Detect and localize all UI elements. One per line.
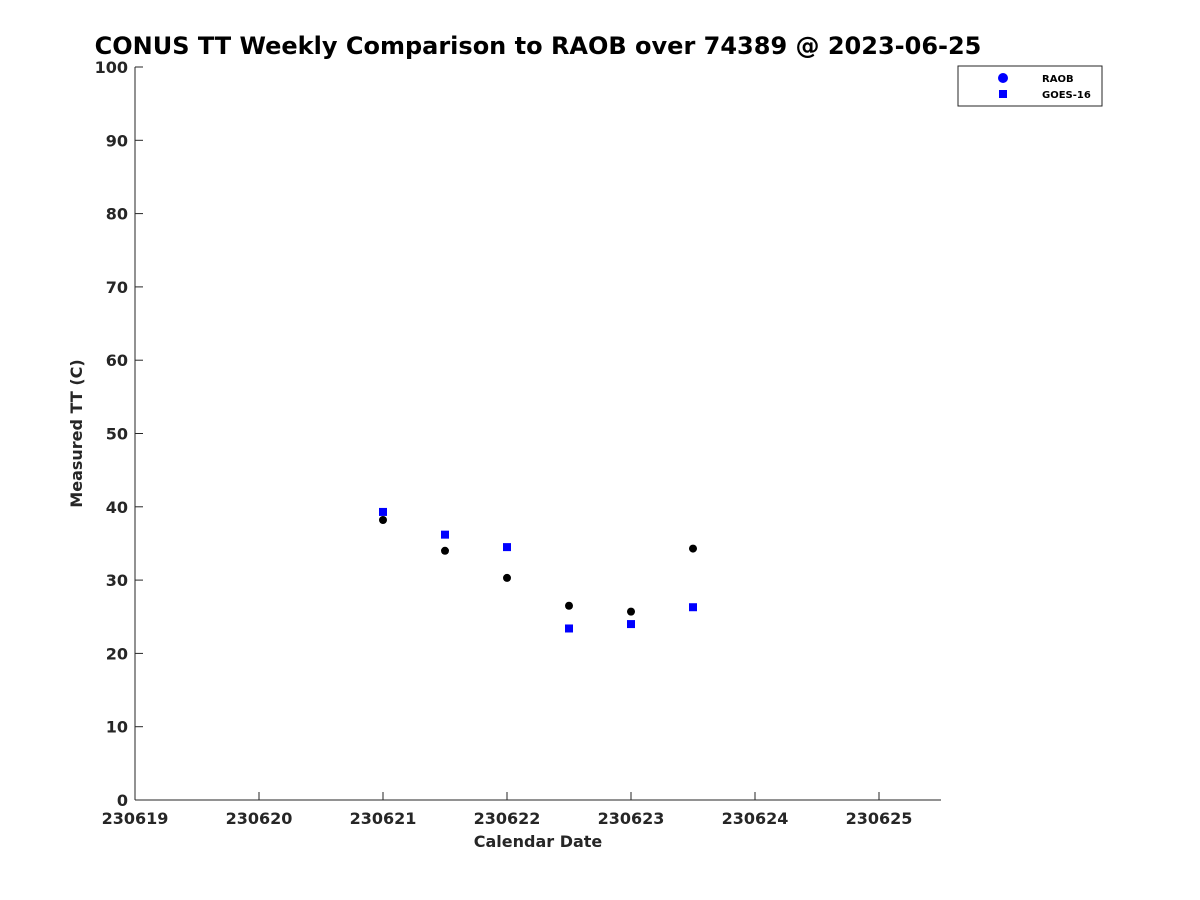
point-goes16 [565, 624, 573, 633]
point-raob [503, 573, 511, 582]
y-tick-label: 80 [106, 205, 128, 224]
y-tick-label: 60 [106, 351, 128, 370]
y-tick-label: 30 [106, 571, 128, 590]
x-tick-label: 230620 [226, 809, 293, 828]
legend: RAOB GOES-16 [957, 65, 1103, 107]
x-tick-label: 230625 [846, 809, 913, 828]
y-tick-label: 70 [106, 278, 128, 297]
legend-label-raob: RAOB [1042, 74, 1074, 85]
point-raob [689, 544, 697, 553]
data-points [379, 507, 697, 633]
y-axis-ticks: 0 10 20 30 40 50 60 70 80 90 100 [95, 58, 143, 810]
x-axis-ticks: 230619 230620 230621 230622 230623 230624 2306… [102, 792, 913, 828]
y-tick-label: 40 [106, 498, 128, 517]
point-raob [441, 546, 449, 555]
x-tick-label: 230621 [350, 809, 417, 828]
x-tick-label: 230622 [474, 809, 541, 828]
point-goes16 [627, 620, 635, 629]
x-tick-label: 230619 [102, 809, 169, 828]
legend-box [957, 65, 1103, 107]
x-tick-label: 230624 [722, 809, 789, 828]
y-tick-label: 100 [95, 58, 128, 77]
y-tick-label: 20 [106, 644, 128, 663]
point-goes16 [441, 530, 449, 539]
legend-label-goes16: GOES-16 [1042, 90, 1091, 101]
plot-axes [134, 67, 941, 801]
point-raob [379, 515, 387, 524]
y-axis-label: Measured TT (C) [67, 359, 86, 507]
y-tick-label: 90 [106, 131, 128, 150]
x-tick-label: 230623 [598, 809, 665, 828]
y-tick-label: 10 [106, 718, 128, 737]
point-raob [627, 607, 635, 616]
point-goes16 [503, 543, 511, 552]
chart-title: CONUS TT Weekly Comparison to RAOB over … [95, 32, 982, 60]
point-goes16 [689, 603, 697, 612]
x-axis-label: Calendar Date [474, 832, 603, 851]
y-tick-label: 0 [117, 791, 128, 810]
legend-marker-raob [998, 73, 1008, 83]
legend-marker-goes16 [999, 90, 1007, 98]
point-raob [565, 601, 573, 610]
point-goes16 [379, 507, 387, 516]
y-tick-label: 50 [106, 425, 128, 444]
